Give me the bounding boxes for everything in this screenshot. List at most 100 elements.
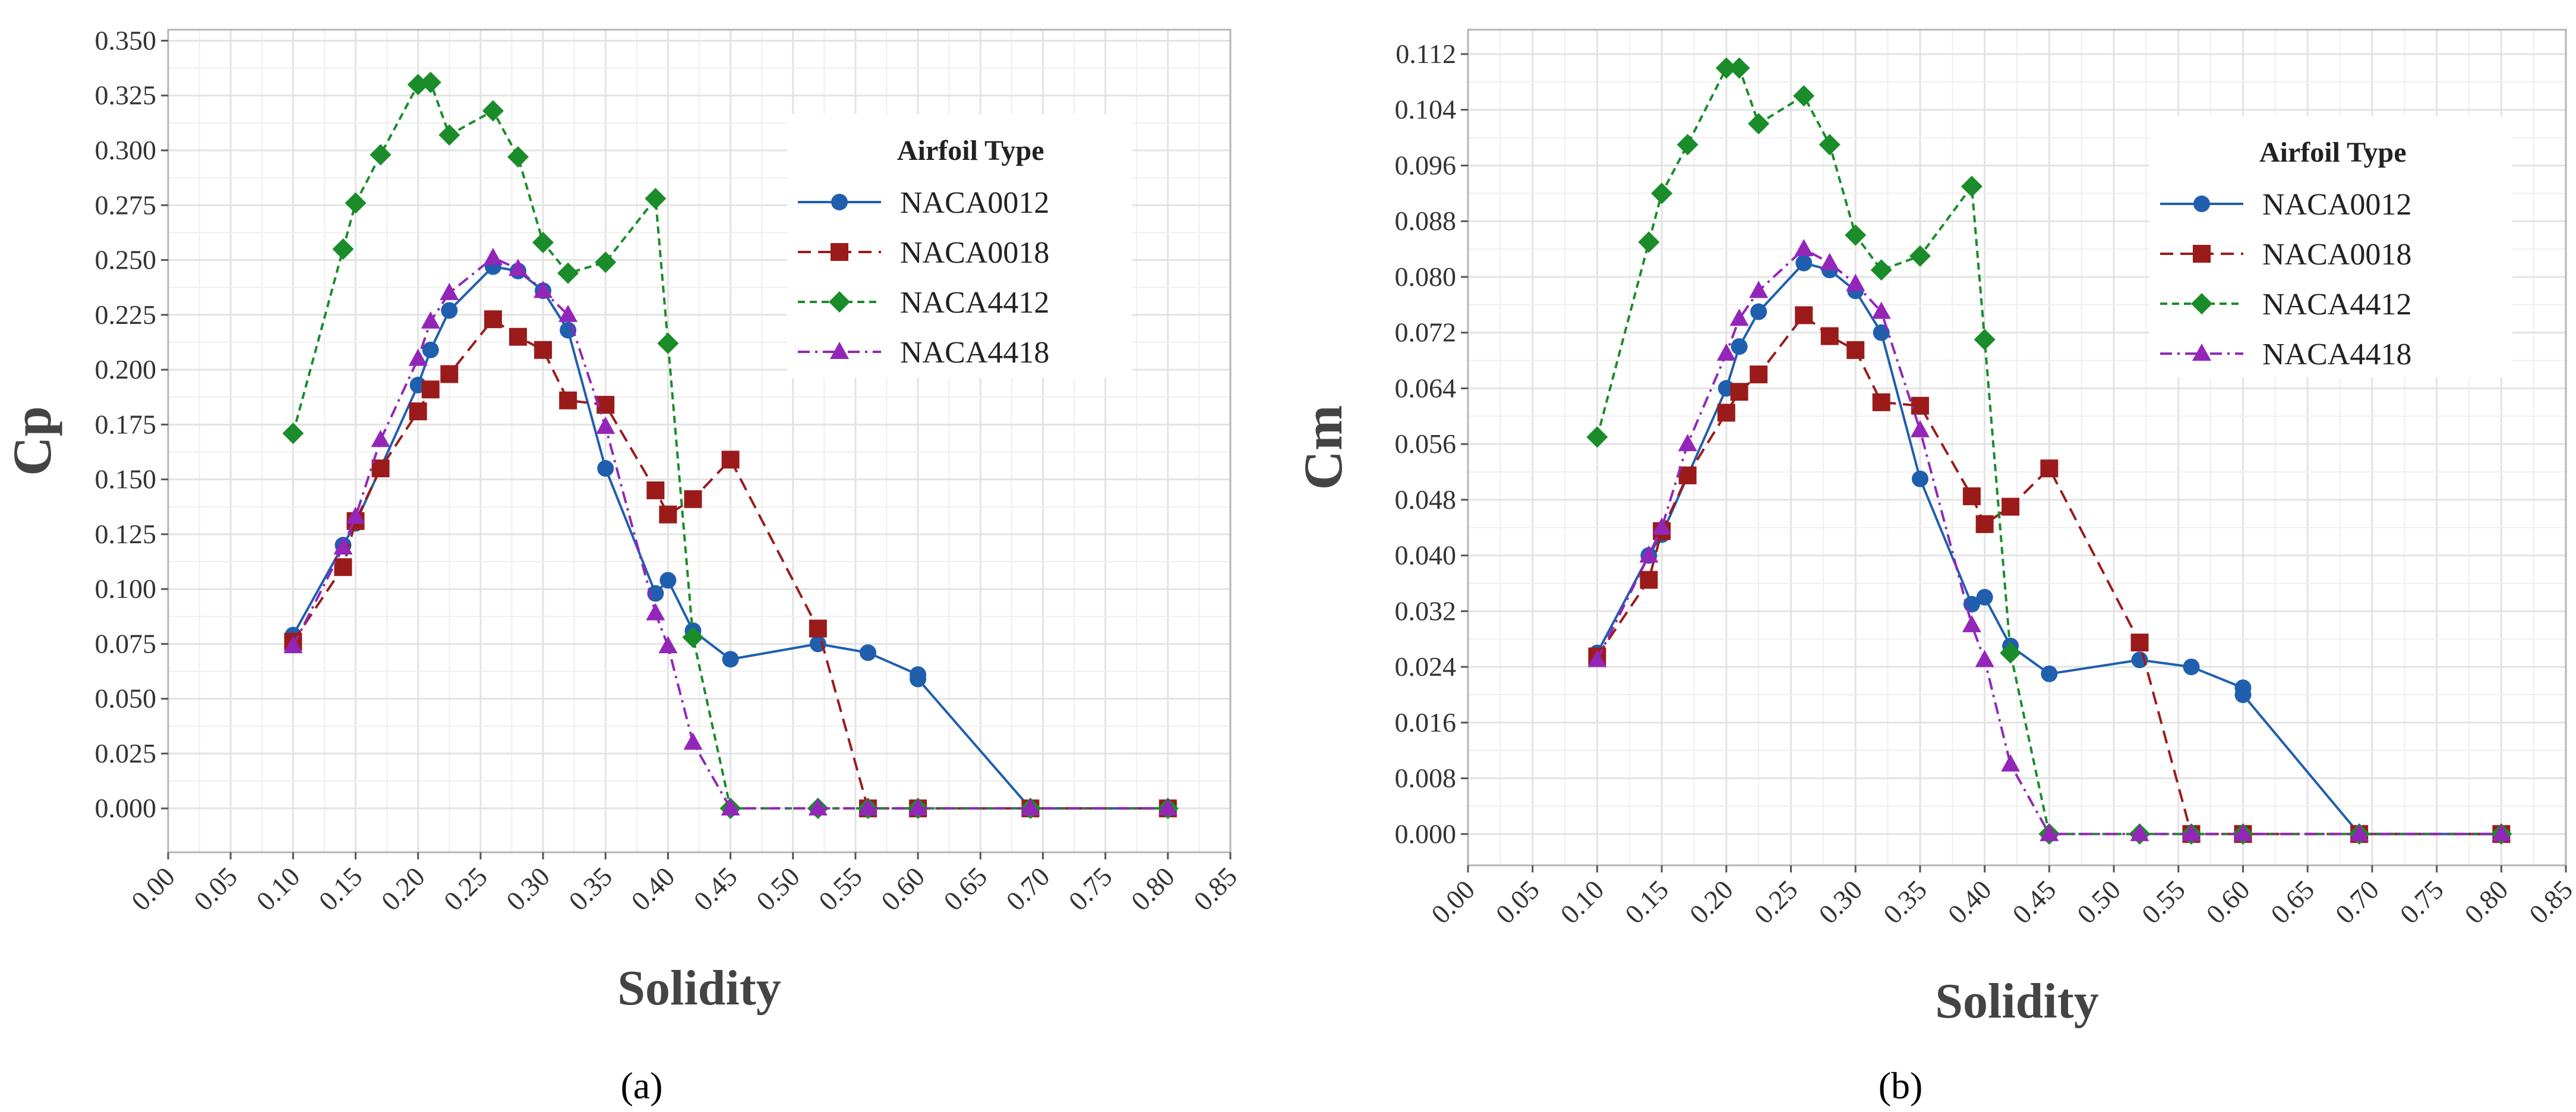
data-point-naca0018	[509, 327, 527, 346]
x-tick-label: 0.65	[2265, 874, 2320, 930]
y-tick-label: 0.048	[1395, 484, 1457, 515]
series-naca4418	[283, 247, 1177, 816]
data-point-naca4418	[1871, 301, 1891, 319]
data-point-naca0018	[2002, 497, 2020, 516]
data-point-naca4418	[1639, 545, 1659, 563]
data-point-naca4418	[2492, 824, 2511, 842]
y-axis-title: Cp	[2, 406, 62, 476]
data-point-naca4418	[333, 537, 353, 555]
data-point-naca0018	[721, 451, 740, 469]
data-point-naca4418	[1962, 615, 1981, 632]
legend-label-naca0012: NACA0012	[2262, 188, 2411, 222]
data-point-naca0018	[1846, 341, 1865, 359]
figure-caption: (b)	[1879, 1064, 1923, 1107]
x-axis-title: Solidity	[1935, 974, 2098, 1029]
data-point-naca4418	[1652, 517, 1672, 535]
y-tick-label: 0.025	[95, 738, 157, 768]
data-point-naca0018	[1750, 365, 1768, 383]
data-point-naca4418	[1587, 650, 1607, 667]
x-tick-label: 0.80	[1125, 861, 1180, 916]
data-point-naca0018	[559, 391, 577, 409]
data-point-naca4418	[558, 304, 578, 322]
data-point-naca4418	[721, 798, 740, 816]
legend-title: Airfoil Type	[2259, 137, 2407, 168]
x-tick-label: 0.05	[1490, 874, 1545, 930]
x-tick-label: 0.85	[2523, 874, 2576, 930]
data-point-naca4418	[1910, 420, 1930, 437]
x-tick-label: 0.85	[1188, 861, 1243, 916]
legend: Airfoil Type NACA0012 NACA0018 NACA4412 NACA…	[787, 114, 1132, 378]
figure-caption: (a)	[620, 1064, 662, 1107]
data-point-naca0012	[1731, 338, 1748, 355]
legend-label-naca0018: NACA0018	[900, 236, 1049, 270]
plot-border	[167, 29, 1232, 853]
x-tick-label: 0.80	[2458, 874, 2514, 930]
data-point-naca0018	[659, 505, 677, 524]
chart-b-svg: 0.000 0.008 0.016 0.024 0.032 0.040 0.048 0.056…	[1293, 29, 2576, 1107]
y-tick-label: 0.275	[95, 190, 157, 220]
data-point-naca4412	[1677, 134, 1699, 156]
data-point-naca0018	[809, 619, 827, 638]
y-tick-label: 0.064	[1395, 373, 1457, 403]
y-tick-label: 0.325	[95, 80, 157, 111]
data-point-naca0018	[684, 490, 702, 508]
data-point-naca4412	[507, 146, 529, 168]
x-tick-label: 0.00	[1425, 874, 1480, 930]
legend-key-marker	[2193, 245, 2211, 263]
data-point-naca4418	[2182, 824, 2201, 842]
legend-label-naca0018: NACA0018	[2262, 238, 2411, 272]
data-point-naca0012	[441, 302, 458, 319]
data-point-naca4418	[2233, 824, 2253, 842]
legend-label-naca4418: NACA4418	[900, 336, 1049, 370]
data-point-naca0018	[440, 365, 459, 383]
data-point-naca4418	[283, 636, 303, 654]
legend-key-marker	[831, 243, 848, 261]
data-point-naca0018	[596, 396, 615, 414]
data-point-naca4418	[1729, 308, 1749, 326]
data-point-naca0012	[1911, 470, 1928, 487]
x-tick-label: 0.75	[1063, 861, 1118, 916]
legend-key-marker	[830, 342, 849, 359]
plot-border	[1467, 29, 2567, 867]
data-point-naca4418	[808, 798, 828, 816]
data-point-naca4412	[1909, 245, 1931, 267]
y-tick-label: 0.024	[1395, 651, 1457, 682]
y-tick-label: 0.016	[1395, 707, 1457, 738]
data-point-naca4412	[657, 332, 679, 354]
x-tick-label: 0.50	[750, 861, 806, 916]
data-point-naca4418	[1158, 798, 1177, 816]
data-point-naca0018	[484, 310, 502, 329]
series-naca0018	[1588, 306, 2511, 843]
y-tick-label: 0.040	[1395, 540, 1457, 571]
series-naca0012	[285, 258, 1176, 817]
data-point-naca4418	[1678, 434, 1697, 452]
data-point-naca4412	[1586, 426, 1608, 448]
data-point-naca4412	[532, 231, 554, 253]
data-point-naca0018	[334, 558, 352, 577]
x-tick-label: 0.55	[2136, 874, 2191, 930]
data-point-naca4418	[2040, 824, 2059, 842]
data-point-naca0018	[2040, 459, 2059, 478]
data-point-naca4412	[1715, 57, 1737, 79]
y-tick-label: 0.175	[95, 409, 157, 439]
y-tick-label: 0.104	[1395, 94, 1457, 125]
x-tick-label: 0.25	[1748, 874, 1804, 930]
data-point-naca4412	[419, 71, 441, 93]
data-point-naca4418	[371, 430, 390, 448]
data-point-naca4412	[1870, 259, 1892, 281]
x-tick-label: 0.60	[875, 861, 930, 916]
x-axis-title: Solidity	[617, 960, 781, 1016]
y-tick-label: 0.075	[95, 628, 157, 659]
legend-key-marker	[831, 194, 848, 210]
data-point-naca4418	[1021, 798, 1040, 816]
legend-key-marker	[2193, 196, 2210, 212]
data-point-naca0012	[1795, 254, 1813, 272]
data-point-naca4418	[440, 282, 459, 300]
data-point-naca4412	[282, 423, 304, 445]
y-tick-label: 0.125	[95, 519, 157, 549]
y-tick-label: 0.056	[1395, 429, 1457, 459]
chart-a-svg: 0.000 0.025 0.050 0.075 0.100 0.125 0.150 0.175…	[2, 25, 1243, 1107]
chart-panel-a: 0.000 0.025 0.050 0.075 0.100 0.125 0.150 0.175…	[0, 0, 1277, 1112]
data-point-naca4418	[1749, 281, 1769, 298]
y-tick-label: 0.088	[1395, 206, 1457, 236]
